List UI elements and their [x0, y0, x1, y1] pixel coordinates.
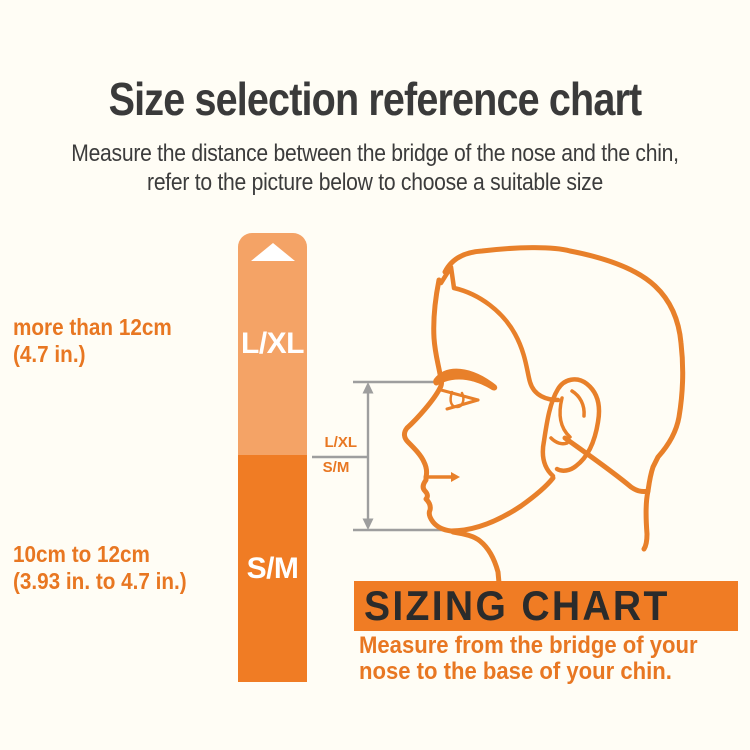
head-outline — [402, 245, 686, 586]
eyebrow — [433, 368, 498, 391]
sizing-chart-caption-line1: Measure from the bridge of your — [359, 632, 698, 659]
measurement-guide — [312, 380, 443, 532]
sizing-chart-caption-line2: nose to the base of your chin. — [359, 658, 672, 685]
up-arrow-icon — [250, 243, 295, 261]
range-label-lxl-line2: (4.7 in.) — [13, 341, 86, 367]
range-label-sm-line2: (3.93 in. to 4.7 in.) — [13, 568, 187, 594]
size-segment-sm: S/M — [238, 455, 307, 682]
range-label-sm: 10cm to 12cm (3.93 in. to 4.7 in.) — [13, 541, 187, 595]
sizing-chart-heading: SIZING CHART — [364, 582, 670, 629]
measurement-label-lxl: L/XL — [324, 434, 358, 451]
ear — [540, 377, 602, 479]
size-segment-sm-label: S/M — [246, 551, 299, 585]
subtitle-line-1: Measure the distance between the bridge … — [71, 140, 679, 167]
face-profile-illustration — [312, 245, 686, 586]
subtitle-line-2: refer to the picture below to choose a s… — [147, 169, 603, 196]
measurement-label-sm: S/M — [322, 459, 350, 476]
mouth — [426, 472, 460, 482]
size-segment-lxl-label: L/XL — [241, 327, 305, 360]
eye — [439, 388, 480, 411]
range-label-sm-line1: 10cm to 12cm — [13, 541, 150, 567]
sizing-chart-band: SIZING CHART — [354, 581, 738, 631]
size-scale-bar: L/XL S/M — [238, 233, 307, 682]
size-segment-lxl: L/XL — [238, 233, 307, 455]
page-title: Size selection reference chart — [108, 73, 643, 125]
range-label-lxl: more than 12cm (4.7 in.) — [13, 314, 172, 368]
range-label-lxl-line1: more than 12cm — [13, 314, 172, 340]
